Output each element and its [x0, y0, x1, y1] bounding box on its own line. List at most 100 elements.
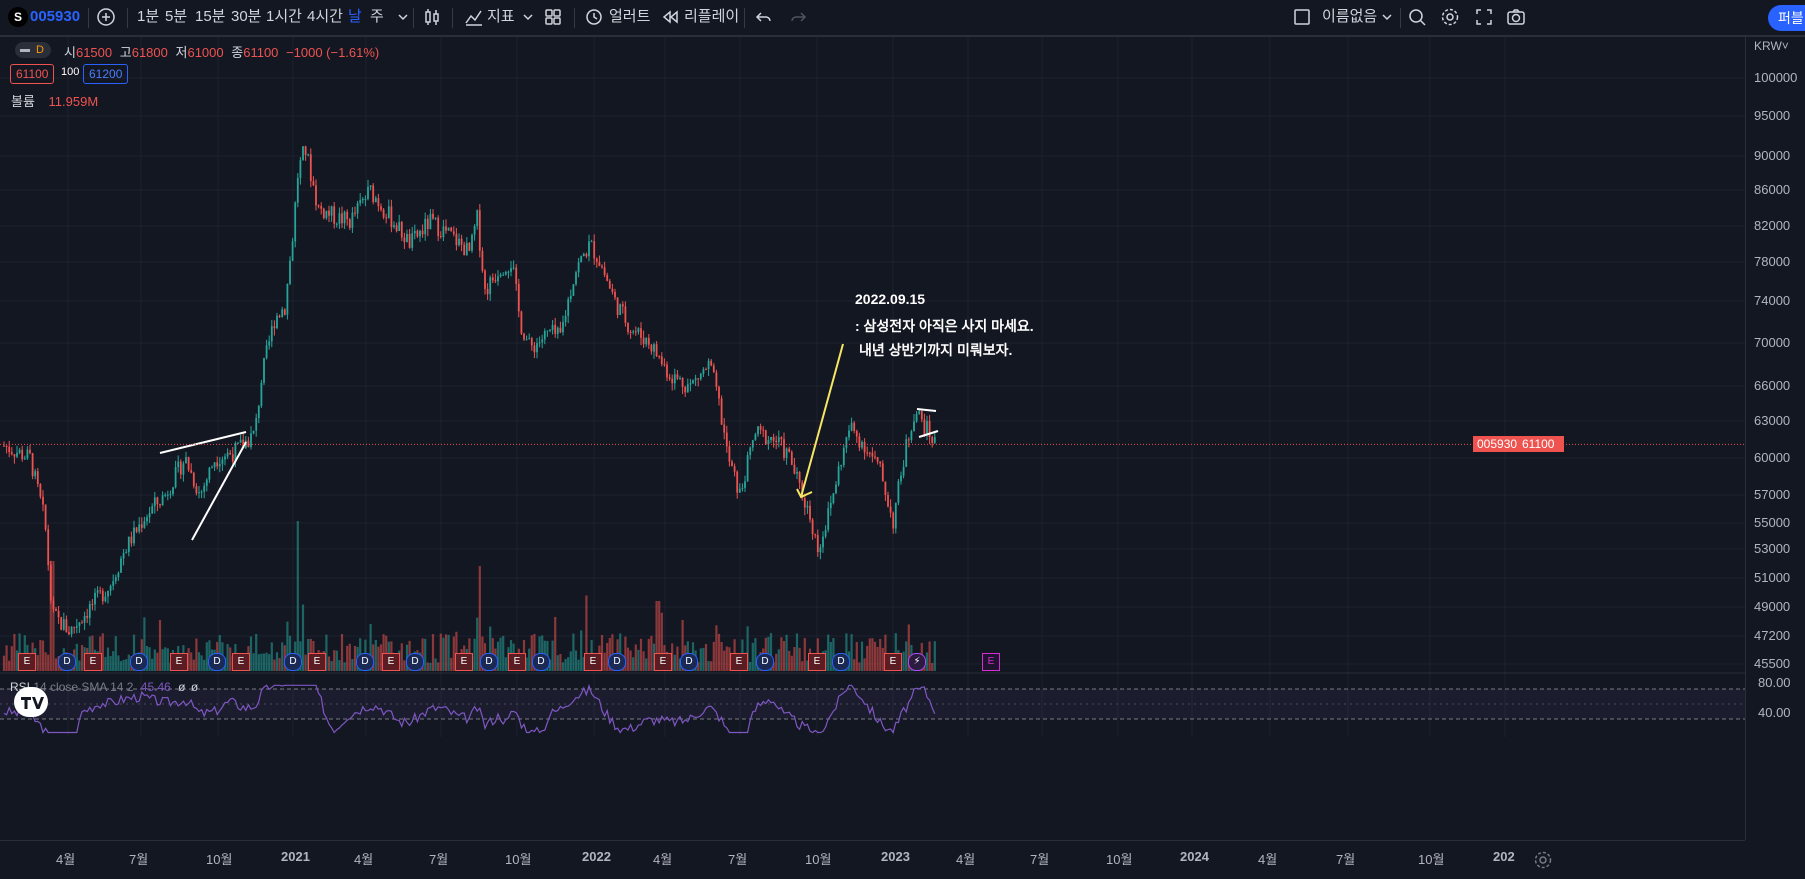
gear-icon[interactable]: [1438, 5, 1462, 29]
replay-button[interactable]: 리플레이: [684, 8, 740, 25]
trendline-bottom[interactable]: [191, 441, 247, 541]
tf-5m[interactable]: 5분: [165, 8, 188, 25]
templates-icon[interactable]: [541, 5, 565, 29]
annotation-date[interactable]: 2022.09.15: [855, 291, 926, 307]
dividend-badge[interactable]: D: [208, 653, 226, 671]
candle: [369, 185, 372, 191]
earnings-badge[interactable]: E: [508, 653, 526, 671]
earnings-badge[interactable]: E: [730, 653, 748, 671]
time-tick-label: 2022: [582, 849, 611, 864]
candle: [359, 193, 362, 207]
candle: [395, 222, 398, 233]
chevron-down-icon[interactable]: [516, 5, 540, 29]
buy-price-box[interactable]: 61200: [83, 64, 129, 84]
candle: [398, 214, 401, 232]
redo-icon[interactable]: [786, 5, 810, 29]
dividend-badge[interactable]: D: [608, 653, 626, 671]
sell-price-box[interactable]: 61100: [10, 64, 55, 84]
candle: [692, 379, 694, 385]
dividend-badge[interactable]: D: [58, 653, 76, 671]
symbol-name[interactable]: 005930: [30, 8, 81, 25]
chart-pane[interactable]: D 시61500 고61800 저61000 종61100 −1000 (−1.…: [0, 37, 1745, 840]
price-axis[interactable]: KRW˅ 100000 95000 90000 86000 82000 78000 7400…: [1745, 37, 1805, 840]
volume-bar: [278, 657, 281, 671]
dividend-badge[interactable]: D: [406, 653, 424, 671]
annotation-line2[interactable]: : 삼성전자 아직은 사지 마세요.: [855, 318, 1034, 334]
alert-icon[interactable]: [582, 5, 606, 29]
volume-bar: [80, 644, 84, 671]
dividend-badge[interactable]: D: [832, 653, 850, 671]
currency-selector[interactable]: KRW˅: [1754, 39, 1789, 53]
tf-30m[interactable]: 30분: [231, 8, 262, 25]
annotation-line3[interactable]: 내년 상반기까지 미뤄보자.: [859, 342, 1013, 358]
flag-bottom-line[interactable]: [918, 430, 939, 438]
earnings-badge[interactable]: E: [982, 653, 1000, 671]
dividend-badge[interactable]: D: [756, 653, 774, 671]
undo-icon[interactable]: [752, 5, 776, 29]
chevron-down-icon[interactable]: [391, 5, 415, 29]
dividend-badge[interactable]: D: [130, 653, 148, 671]
volume-bar: [850, 634, 853, 671]
settings-gear-icon[interactable]: [1531, 848, 1553, 870]
dividend-badge[interactable]: D: [284, 653, 302, 671]
indicators-button[interactable]: 지표: [487, 8, 515, 25]
tf-day[interactable]: 날: [348, 8, 362, 25]
dividend-badge[interactable]: D: [532, 653, 550, 671]
volume-bar: [156, 652, 159, 671]
dividend-badge[interactable]: D: [480, 653, 498, 671]
earnings-badge[interactable]: E: [808, 653, 826, 671]
time-axis[interactable]: 4월 7월 10월 2021 4월 7월 10월 2022 4월 7월 10월 2023 4월 7월 10월…: [0, 840, 1745, 879]
volume-bar: [561, 662, 565, 671]
annotation-arrow[interactable]: [800, 343, 844, 498]
dividend-badge[interactable]: D: [356, 653, 374, 671]
candle: [107, 590, 109, 604]
earnings-badge[interactable]: E: [308, 653, 326, 671]
camera-icon[interactable]: [1504, 5, 1528, 29]
earnings-badge[interactable]: E: [455, 653, 473, 671]
replay-icon[interactable]: [658, 5, 682, 29]
tf-week[interactable]: 주: [370, 8, 384, 25]
volume-bar: [379, 644, 383, 671]
volume-bar: [109, 656, 112, 671]
candle: [151, 503, 154, 514]
layout-name[interactable]: 이름없음: [1322, 8, 1378, 25]
chevron-down-icon[interactable]: [1375, 5, 1399, 29]
candles-icon[interactable]: [420, 5, 444, 29]
volume-bar: [257, 654, 260, 671]
price-tick-label: 70000: [1754, 335, 1791, 350]
earnings-badge[interactable]: E: [382, 653, 400, 671]
fullscreen-icon[interactable]: [1472, 5, 1496, 29]
tf-1m[interactable]: 1분: [137, 8, 160, 25]
candle: [757, 426, 759, 437]
search-icon[interactable]: [1405, 5, 1429, 29]
tf-4h[interactable]: 4시간: [307, 8, 343, 25]
earnings-badge[interactable]: E: [170, 653, 188, 671]
split-badge[interactable]: ⚡: [908, 653, 926, 671]
tradingview-logo[interactable]: [14, 687, 48, 717]
volume-bar: [790, 655, 793, 671]
tf-1h[interactable]: 1시간: [266, 8, 302, 25]
trendline-top[interactable]: [159, 431, 247, 454]
add-symbol-icon[interactable]: [94, 5, 118, 29]
flag-top-line[interactable]: [916, 408, 937, 412]
earnings-badge[interactable]: E: [232, 653, 250, 671]
volume-bar: [650, 635, 653, 671]
earnings-badge[interactable]: E: [84, 653, 102, 671]
tf-15m[interactable]: 15분: [195, 8, 226, 25]
alert-button[interactable]: 얼러트: [609, 8, 651, 25]
indicators-icon[interactable]: [462, 5, 486, 29]
volume-bar: [655, 601, 658, 671]
dividend-badge[interactable]: D: [680, 653, 698, 671]
earnings-badge[interactable]: E: [884, 653, 902, 671]
publish-button[interactable]: 퍼블: [1768, 5, 1805, 31]
candle: [91, 599, 94, 611]
earnings-badge[interactable]: E: [654, 653, 672, 671]
layout-square-icon[interactable]: [1290, 5, 1314, 29]
candle: [424, 212, 427, 241]
symbol-logo[interactable]: S: [8, 7, 28, 27]
earnings-badge[interactable]: E: [584, 653, 602, 671]
earnings-badge[interactable]: E: [18, 653, 36, 671]
legend-toggle[interactable]: D: [15, 42, 51, 58]
volume-bar: [873, 641, 877, 671]
candle: [291, 237, 294, 262]
